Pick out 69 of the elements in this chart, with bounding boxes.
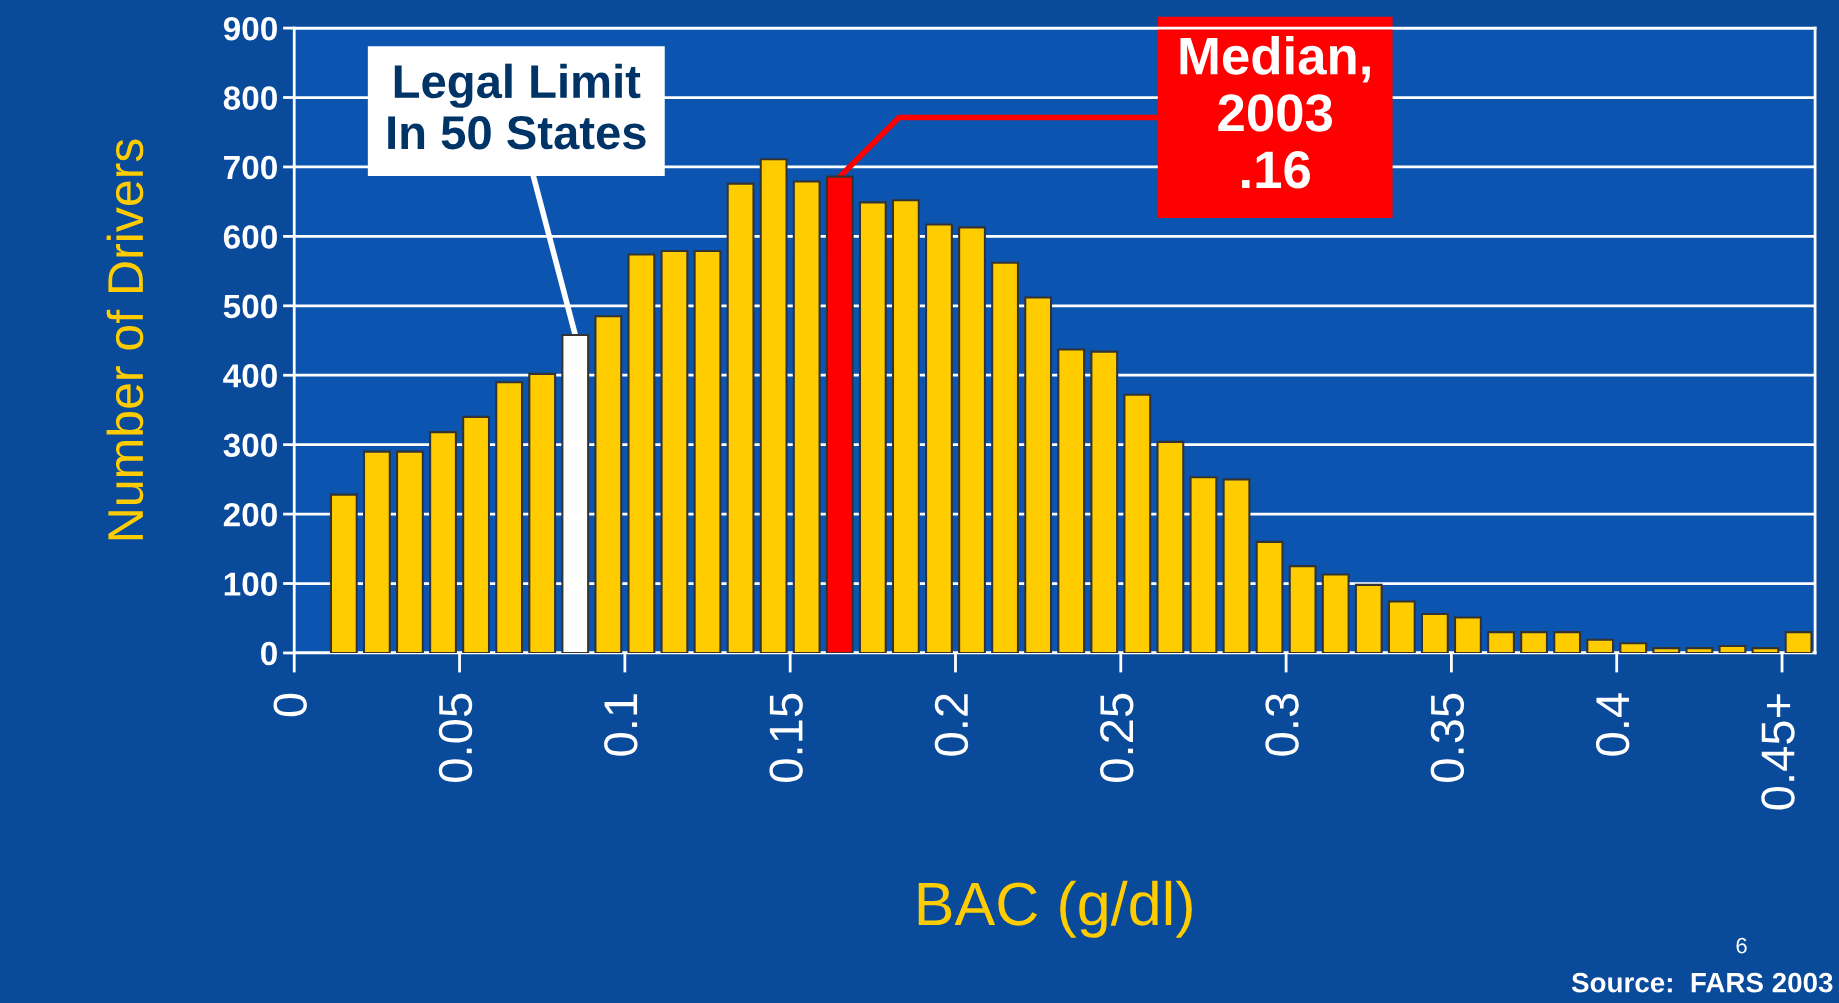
y-tick-label: 600 bbox=[223, 225, 277, 249]
bar bbox=[1487, 631, 1515, 653]
x-tick-label: 0.3 bbox=[1265, 693, 1299, 756]
bar bbox=[1354, 583, 1383, 653]
x-axis-title: BAC (g/dl) bbox=[918, 880, 1192, 938]
y-tick-label: 400 bbox=[223, 364, 277, 388]
source-note: Source: FARS 2003 bbox=[1571, 972, 1833, 993]
bar bbox=[693, 249, 722, 653]
bar bbox=[1420, 613, 1449, 653]
bar bbox=[1189, 476, 1218, 653]
bar bbox=[1553, 631, 1582, 653]
bar bbox=[329, 493, 358, 653]
x-tick-label: 0.25 bbox=[1100, 693, 1134, 782]
bar bbox=[991, 261, 1020, 653]
bar bbox=[1784, 631, 1813, 653]
x-tick-label: 0.45+ bbox=[1761, 694, 1795, 810]
x-tick-label: 0.2 bbox=[934, 694, 969, 756]
bar bbox=[726, 182, 755, 653]
y-tick-label: 800 bbox=[223, 86, 277, 110]
bar bbox=[1718, 644, 1747, 653]
bar bbox=[1520, 631, 1548, 653]
bar bbox=[1751, 647, 1780, 653]
x-tick-label: 0.15 bbox=[769, 693, 803, 782]
y-tick-label: 500 bbox=[223, 294, 277, 319]
x-tick-label: 0.4 bbox=[1595, 693, 1630, 756]
y-tick-label: 100 bbox=[224, 572, 277, 596]
bar bbox=[891, 199, 920, 653]
bar bbox=[1156, 440, 1185, 653]
bar bbox=[1222, 478, 1251, 653]
bar bbox=[1255, 540, 1284, 653]
x-tick-label: 0.05 bbox=[438, 693, 473, 782]
bar bbox=[858, 201, 887, 653]
bar bbox=[396, 450, 424, 653]
y-tick-label: 900 bbox=[223, 16, 277, 41]
y-tick-label: 0 bbox=[261, 641, 277, 666]
bar bbox=[1652, 647, 1681, 653]
bar bbox=[362, 450, 391, 653]
x-tick-label: 0.35 bbox=[1430, 693, 1465, 782]
bar bbox=[594, 315, 623, 653]
annotation: Median, 2003 .16 bbox=[1180, 35, 1370, 189]
bar bbox=[462, 415, 491, 653]
bar bbox=[495, 381, 524, 653]
y-tick-label: 200 bbox=[223, 502, 277, 527]
bar bbox=[1387, 600, 1416, 653]
y-axis-title: Number of Drivers bbox=[106, 139, 144, 540]
bar bbox=[528, 372, 557, 653]
bar bbox=[792, 180, 821, 653]
bar bbox=[759, 158, 788, 653]
text: 6 bbox=[1736, 937, 1747, 954]
bar bbox=[1024, 296, 1053, 653]
bar bbox=[1685, 647, 1714, 653]
y-tick-label: 700 bbox=[224, 155, 277, 180]
bar bbox=[660, 249, 689, 653]
annotation: Legal Limit In 50 States bbox=[388, 63, 646, 150]
bar bbox=[1288, 565, 1317, 653]
bar bbox=[1123, 393, 1152, 653]
x-tick-label: 0.1 bbox=[604, 694, 638, 756]
bar bbox=[958, 226, 986, 653]
bar bbox=[627, 253, 656, 653]
bar bbox=[1619, 642, 1648, 653]
bar bbox=[429, 431, 457, 653]
x-tick-label: 0 bbox=[273, 693, 307, 717]
bar bbox=[1057, 348, 1086, 653]
bar bbox=[1454, 616, 1482, 653]
y-tick-label: 300 bbox=[223, 433, 277, 458]
bar bbox=[1321, 573, 1350, 653]
bar bbox=[1090, 350, 1119, 653]
bar bbox=[925, 223, 953, 653]
bar bbox=[1586, 638, 1615, 653]
